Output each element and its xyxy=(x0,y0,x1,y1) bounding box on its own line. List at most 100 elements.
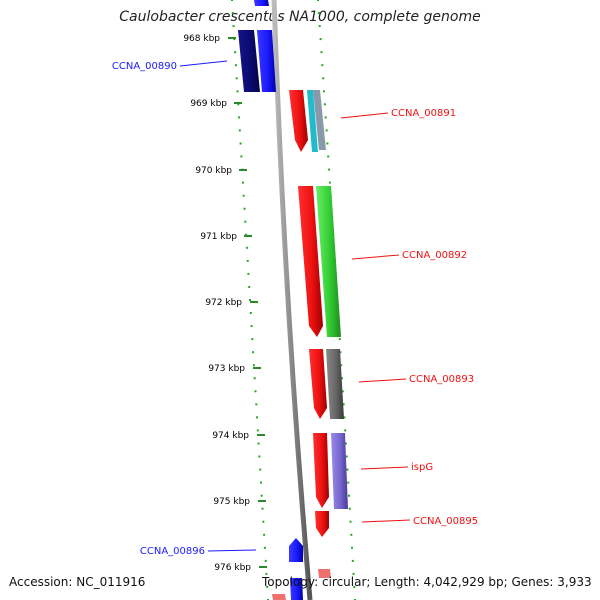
guide-dot xyxy=(243,207,246,210)
tick-label-970: 970 kbp xyxy=(195,166,232,176)
guide-dot xyxy=(339,351,342,354)
guide-dot xyxy=(345,455,348,458)
guide-dot xyxy=(342,403,345,406)
gene-label-ccna-00891[interactable]: CCNA_00891 xyxy=(391,108,456,119)
tick-label-969: 969 kbp xyxy=(190,99,227,109)
guide-dot xyxy=(328,181,331,184)
leader-ccna-00893 xyxy=(358,378,407,383)
guide-dot xyxy=(249,299,251,301)
guide-dot xyxy=(351,559,354,562)
guide-dot xyxy=(242,194,245,197)
gene-partial-bottom[interactable] xyxy=(272,569,331,600)
guide-dot xyxy=(353,586,356,588)
gene-ccna-00893[interactable] xyxy=(309,349,344,419)
guide-dot xyxy=(348,494,350,497)
guide-dot xyxy=(248,286,251,288)
gene-ccna-00896[interactable] xyxy=(289,538,303,562)
tick-mark-975: 975 kbp xyxy=(213,497,266,507)
guide-dot xyxy=(265,572,268,575)
genome-backbone xyxy=(271,0,313,600)
tick-mark-972: 972 kbp xyxy=(205,298,258,308)
guide-dot xyxy=(317,0,319,1)
tick-mark-970: 970 kbp xyxy=(195,166,247,176)
gene-label-ispg[interactable]: ispG xyxy=(411,462,433,473)
genome-stats-label: Topology: circular; Length: 4,042,929 bp… xyxy=(262,575,592,589)
gene-ccna-00895[interactable] xyxy=(315,511,329,537)
leader-ccna-00890 xyxy=(179,60,228,67)
guide-dot xyxy=(232,25,235,28)
gene-ispg[interactable] xyxy=(313,433,348,509)
guide-dot xyxy=(252,364,255,367)
tick-label-976: 976 kbp xyxy=(214,563,251,573)
gene-label-ccna-00895[interactable]: CCNA_00895 xyxy=(413,516,478,527)
guide-dot xyxy=(266,586,269,588)
guide-dot xyxy=(236,90,239,93)
guide-dot xyxy=(245,246,248,249)
tick-label-971: 971 kbp xyxy=(200,232,237,242)
gene-ccna-00890[interactable] xyxy=(238,30,276,92)
guide-dot xyxy=(246,259,249,262)
guide-dot xyxy=(317,12,320,14)
guide-dot xyxy=(323,103,326,106)
gene-label-ccna-00893[interactable]: CCNA_00893 xyxy=(409,374,474,385)
guide-dot xyxy=(323,90,325,93)
guide-dot xyxy=(254,390,257,393)
guide-dot xyxy=(346,468,349,471)
gene-ccna-00891[interactable] xyxy=(289,90,326,152)
leader-ccna-00892 xyxy=(351,254,400,260)
guide-dot xyxy=(325,129,328,132)
gene-label-ccna-00890[interactable]: CCNA_00890 xyxy=(112,61,177,72)
guide-dot xyxy=(263,546,266,549)
tick-label-974: 974 kbp xyxy=(212,431,249,441)
gene-partial-top[interactable] xyxy=(254,0,269,6)
tick-mark-973: 973 kbp xyxy=(208,364,261,374)
guide-dot xyxy=(245,233,248,236)
guide-dot xyxy=(235,77,238,80)
guide-dot xyxy=(344,442,347,445)
tick-label-968: 968 kbp xyxy=(183,34,220,44)
gene-label-ccna-00896[interactable]: CCNA_00896 xyxy=(140,546,205,557)
guide-dot xyxy=(257,442,260,445)
guide-dot xyxy=(348,507,351,510)
guide-dot xyxy=(321,64,324,67)
guide-dot xyxy=(318,25,321,28)
guide-dot xyxy=(238,116,240,119)
guide-dot xyxy=(351,546,353,549)
tick-mark-974: 974 kbp xyxy=(212,431,265,441)
guide-dot xyxy=(328,168,331,171)
guide-dot xyxy=(247,272,250,275)
accession-label: Accession: NC_011916 xyxy=(9,575,146,589)
guide-dot xyxy=(249,312,252,314)
guide-dot xyxy=(261,507,264,510)
gene-label-ccna-00892[interactable]: CCNA_00892 xyxy=(402,250,467,261)
guide-dot xyxy=(324,116,327,119)
tick-mark-968: 968 kbp xyxy=(183,34,236,44)
leader-ispg xyxy=(360,466,409,470)
gene-ccna-00892[interactable] xyxy=(298,186,341,337)
guide-dot xyxy=(240,155,243,158)
guide-dot xyxy=(252,351,255,354)
guide-dot xyxy=(251,338,254,341)
guide-dot xyxy=(250,325,253,328)
guide-dot xyxy=(259,468,262,471)
guide-dot xyxy=(260,494,263,497)
guide-dot xyxy=(326,142,329,145)
guide-dot xyxy=(255,403,258,406)
guide-dot xyxy=(338,338,341,341)
guide-dot xyxy=(260,481,262,484)
guide-dot xyxy=(262,520,265,523)
guide-dot xyxy=(347,481,350,484)
map-title: Caulobacter crescentus NA1000, complete … xyxy=(119,9,481,25)
guide-dot xyxy=(231,12,234,14)
guide-dot xyxy=(244,220,247,223)
guide-dot xyxy=(349,520,352,523)
inner-dotted-guide xyxy=(231,0,269,600)
guide-dot xyxy=(234,64,237,67)
guide-dot xyxy=(263,533,266,536)
tick-mark-969: 969 kbp xyxy=(190,99,242,109)
guide-dot xyxy=(233,38,236,41)
guide-dot xyxy=(256,429,259,432)
guide-dot xyxy=(256,416,258,419)
